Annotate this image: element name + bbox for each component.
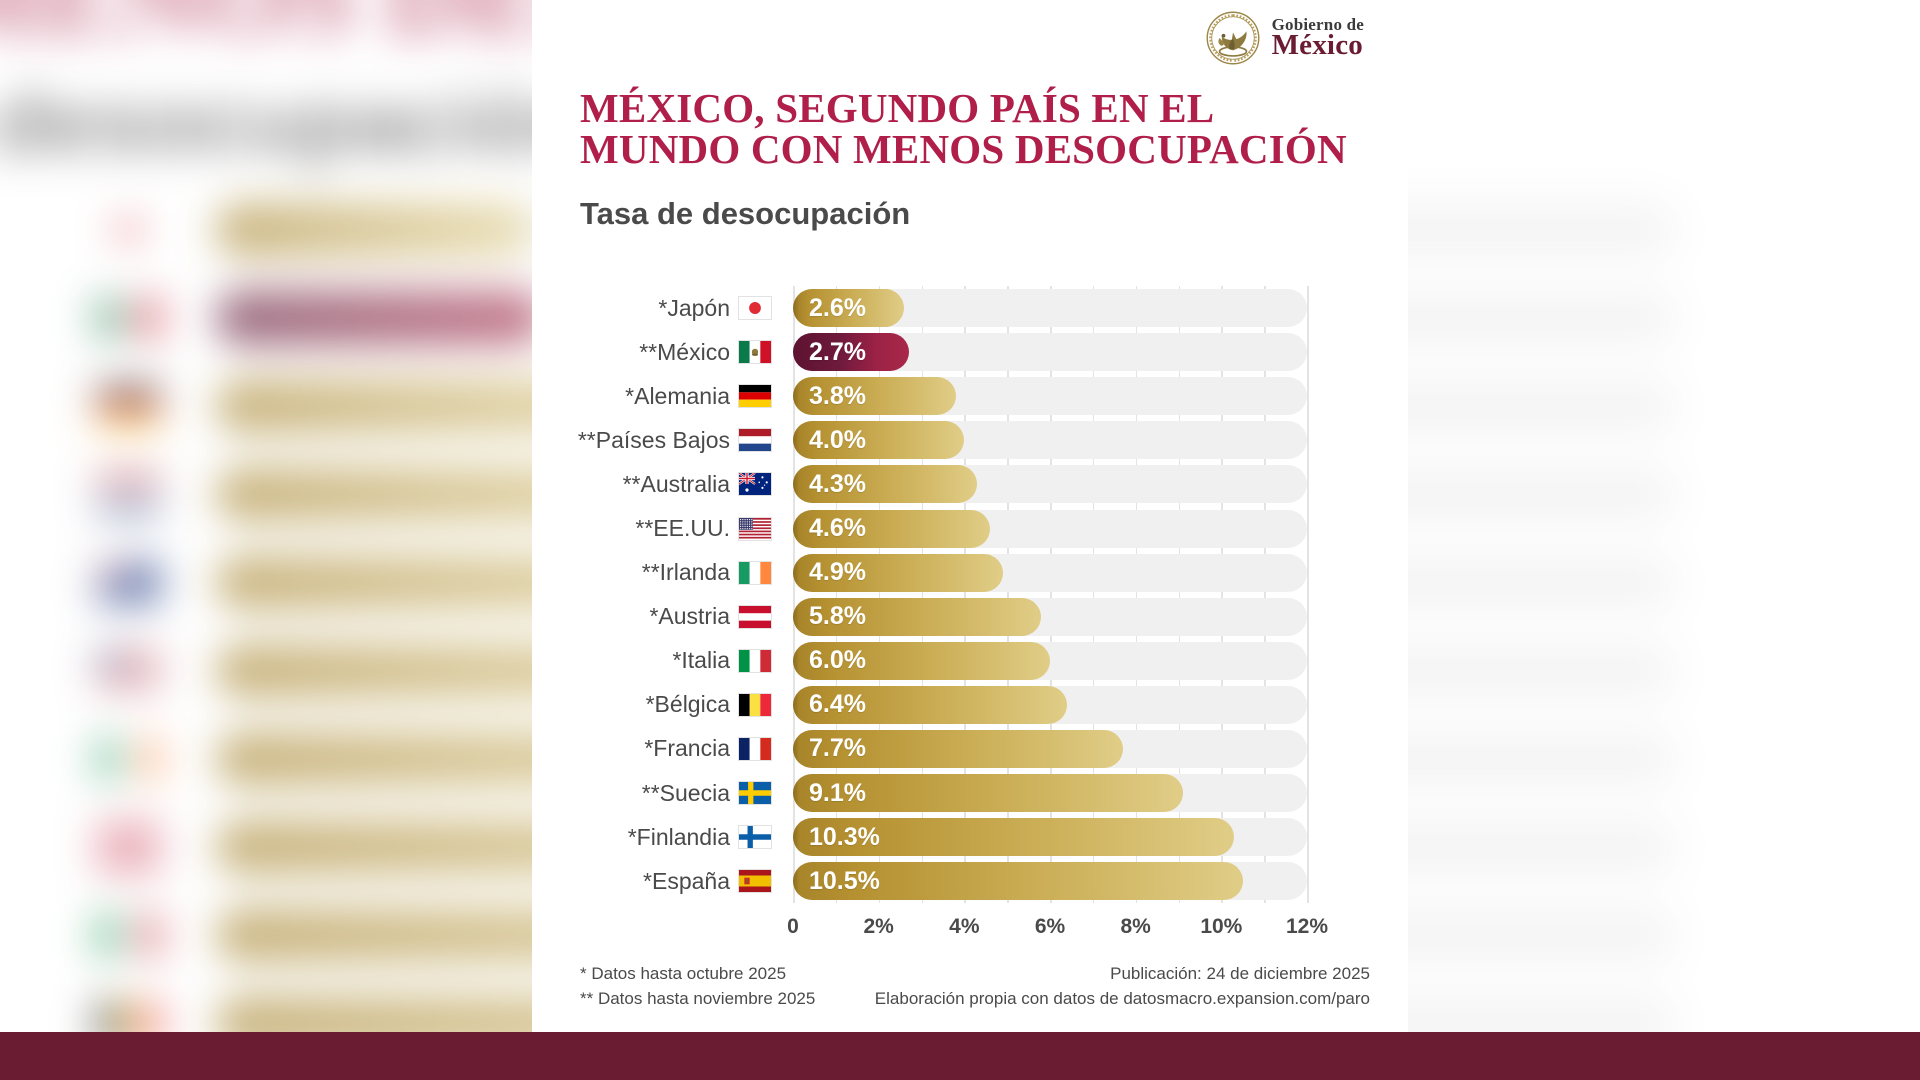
bar: 6.0%: [793, 641, 1050, 680]
flag-belgium-icon: [738, 692, 772, 717]
bar: 10.3%: [793, 818, 1235, 857]
chart-row: *Finlandia 10.3%: [532, 815, 1408, 859]
bar-value-label: 7.7%: [809, 734, 866, 763]
flag-spain-icon: [738, 869, 772, 894]
country-label: **México: [639, 338, 730, 365]
chart-row: **Suecia 9.1%: [532, 771, 1408, 815]
country-label: *Italia: [672, 647, 730, 674]
flag-ireland-icon: [738, 560, 772, 585]
footnote-double-asterisk: ** Datos hasta noviembre 2025: [580, 988, 816, 1008]
bar-value-label: 6.0%: [809, 646, 866, 675]
flag-finland-icon: [738, 825, 772, 850]
country-label: *Francia: [644, 735, 730, 762]
axis-tick: 8%: [1120, 915, 1151, 939]
flag-japan-icon: [738, 296, 772, 321]
country-label: *Finlandia: [627, 823, 730, 850]
chart-row: *España 10.5%: [532, 859, 1408, 903]
country-label: *Austria: [649, 603, 730, 630]
bar: 4.3%: [793, 465, 978, 504]
flag-mexico-icon: [738, 340, 772, 365]
flag-usa-icon: [738, 516, 772, 541]
chart-row: *Francia 7.7%: [532, 727, 1408, 771]
x-axis: 0 2% 4% 6% 8% 10% 12%: [787, 915, 1353, 949]
flag-australia-icon: [738, 472, 772, 497]
bar: 7.7%: [793, 729, 1123, 768]
page-title: MÉXICO, SEGUNDO PAÍS EN EL MUNDO CON MEN…: [580, 85, 1347, 172]
chart-row: **Países Bajos 4.0%: [532, 418, 1408, 462]
footnote-single-asterisk: * Datos hasta octubre 2025: [580, 964, 787, 983]
bar-value-label: 9.1%: [809, 778, 866, 807]
flag-germany-icon: [738, 384, 772, 409]
source-credit: Elaboración propia con datos de datosmac…: [874, 988, 1370, 1008]
axis-tick: 12%: [1285, 915, 1329, 939]
chart-row: *Austria 5.8%: [532, 595, 1408, 639]
bar: 6.4%: [793, 685, 1068, 724]
bar-value-label: 4.9%: [809, 558, 866, 587]
bar-value-label: 3.8%: [809, 381, 866, 410]
bar: 5.8%: [793, 597, 1042, 636]
footnotes: * Datos hasta octubre 2025 ** Datos hast…: [580, 962, 1370, 1011]
chart-rows: *Japón 2.6% **México 2.7% *Alemania 3.8% **Paí…: [532, 286, 1408, 903]
country-label: **Suecia: [641, 779, 730, 806]
bar-value-label: 2.6%: [809, 293, 866, 322]
flag-france-icon: [738, 736, 772, 761]
chart-row: **Australia 4.3%: [532, 462, 1408, 506]
country-label: **Australia: [622, 470, 730, 497]
logo-line2: México: [1271, 29, 1363, 61]
chart-row: *Alemania 3.8%: [532, 374, 1408, 418]
bar-value-label: 6.4%: [809, 690, 866, 719]
gobierno-de-mexico-logo: Gobierno de México: [1205, 10, 1364, 66]
bar-value-label: 5.8%: [809, 602, 866, 631]
flag-netherlands-icon: [738, 428, 772, 453]
axis-tick: 10%: [1200, 915, 1243, 939]
flag-italy-icon: [738, 648, 772, 673]
bar: 4.0%: [793, 421, 965, 460]
bar: 4.9%: [793, 553, 1003, 592]
chart-row: *Bélgica 6.4%: [532, 683, 1408, 727]
card-bottom-accent-strip: [532, 1042, 1408, 1080]
bar: 3.8%: [793, 377, 956, 416]
flag-sweden-icon: [738, 781, 772, 806]
infographic-card: Gobierno de México MÉXICO, SEGUNDO PAÍS …: [532, 0, 1408, 1042]
country-label: **EE.UU.: [635, 515, 730, 542]
chart-row: **México 2.7%: [532, 330, 1408, 374]
bar-value-label: 10.5%: [809, 866, 880, 895]
chart-row: **EE.UU. 4.6%: [532, 506, 1408, 550]
bar-value-label: 4.0%: [809, 425, 866, 454]
country-label: *Bélgica: [645, 691, 730, 718]
publication-date: Publicación: 24 de diciembre 2025: [1110, 964, 1370, 983]
chart-row: **Irlanda 4.9%: [532, 551, 1408, 595]
bar: 9.1%: [793, 774, 1183, 813]
chart-row: *Japón 2.6%: [532, 286, 1408, 330]
bar: 10.5%: [793, 862, 1243, 901]
bar-value-label: 4.3%: [809, 469, 866, 498]
unemployment-bar-chart: *Japón 2.6% **México 2.7% *Alemania 3.8% **Paí…: [532, 286, 1408, 938]
bar-highlight-mexico: 2.7%: [793, 333, 909, 372]
mexican-eagle-seal-icon: [1206, 11, 1260, 65]
bar-value-label: 4.6%: [809, 514, 866, 543]
country-label: *Japón: [658, 294, 730, 321]
country-label: **Irlanda: [641, 559, 730, 586]
bar-value-label: 2.7%: [809, 337, 866, 366]
axis-tick: 0: [787, 915, 799, 939]
chart-row: *Italia 6.0%: [532, 639, 1408, 683]
bar-value-label: 10.3%: [809, 822, 880, 851]
page-subtitle: Tasa de desocupación: [580, 196, 911, 231]
axis-tick: 6%: [1034, 915, 1066, 939]
country-label: **Países Bajos: [577, 426, 730, 453]
flag-austria-icon: [738, 604, 772, 629]
axis-tick: 4%: [949, 915, 980, 939]
country-label: *España: [643, 867, 730, 894]
bar: 2.6%: [793, 289, 905, 328]
axis-tick: 2%: [863, 915, 894, 939]
country-label: *Alemania: [625, 382, 730, 409]
bar: 4.6%: [793, 509, 991, 548]
